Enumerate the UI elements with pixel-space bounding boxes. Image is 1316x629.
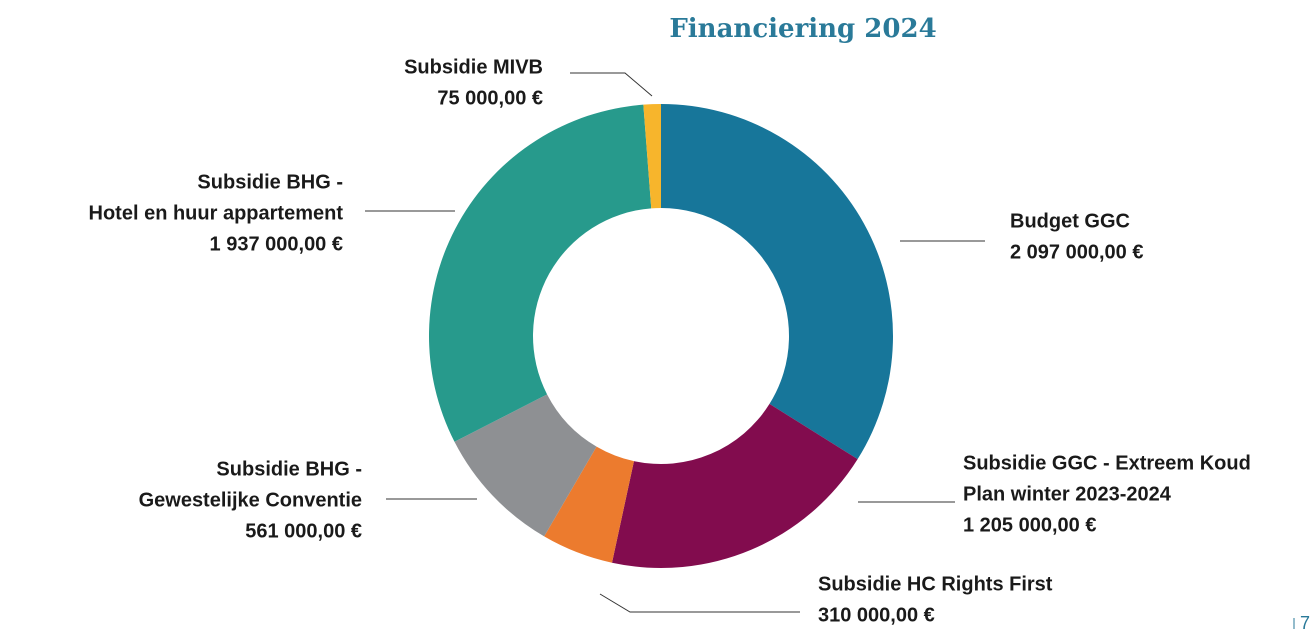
donut-slice [661,104,893,460]
slice-label: Subsidie HC Rights First [818,573,1053,595]
donut-slice [454,394,597,537]
leader-line [570,72,653,97]
value-label: 1 937 000,00 € [210,233,343,255]
value-label: 1 205 000,00 € [963,514,1096,536]
donut-slice [428,104,652,442]
value-label: 2 097 000,00 € [1010,241,1143,263]
donut-slice [611,403,858,568]
chart-title: Financiering 2024 [669,14,936,44]
slice-label: Subsidie GGC - Extreem Koud [963,452,1251,474]
slice-label: Plan winter 2023-2024 [963,483,1172,505]
value-label: 310 000,00 € [818,604,935,626]
leader-line [599,593,800,613]
donut-slice [643,104,661,209]
page-number: 7 [1300,613,1310,629]
slice-label: Hotel en huur appartement [89,202,344,224]
value-label: 561 000,00 € [245,520,362,542]
slice-label: Subsidie MIVB [404,56,543,78]
slice-label: Budget GGC [1010,210,1130,232]
slice-label: Gewestelijke Conventie [139,489,362,511]
donut-slice [544,446,634,563]
value-label: 75 000,00 € [437,87,543,109]
slice-label: Subsidie BHG - [216,458,362,480]
slice-label: Subsidie BHG - [197,171,343,193]
